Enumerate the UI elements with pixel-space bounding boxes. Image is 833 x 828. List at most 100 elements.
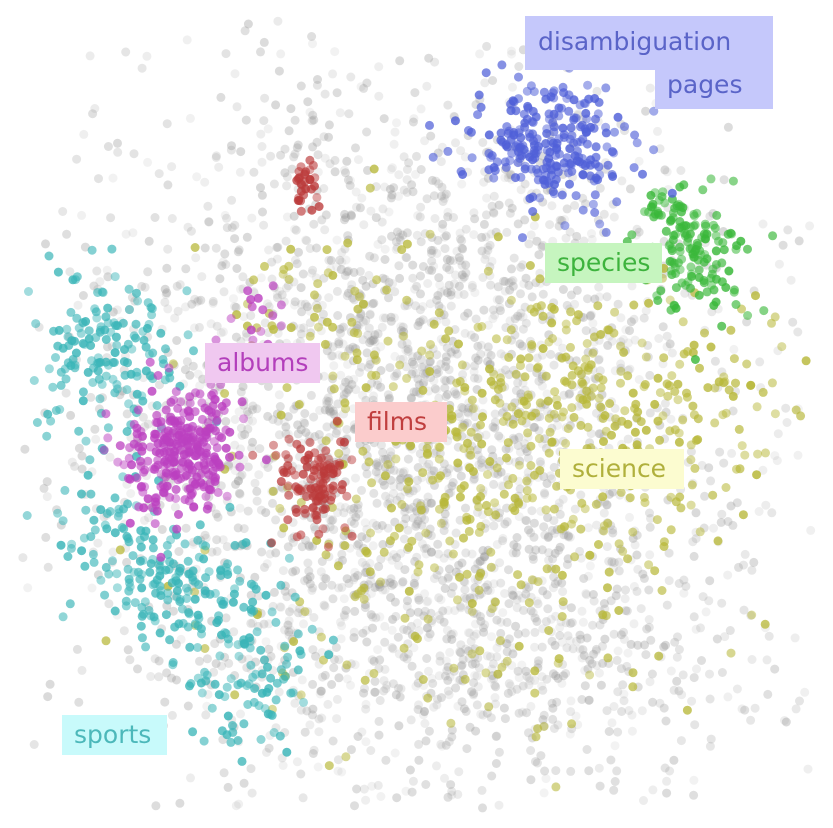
point-other — [616, 366, 626, 376]
point-other — [469, 474, 479, 484]
point-other — [441, 189, 451, 199]
point-other — [619, 634, 629, 644]
point-science — [547, 437, 557, 447]
point-other — [361, 704, 371, 714]
point-science — [359, 299, 368, 309]
point-other — [310, 432, 320, 441]
point-albums — [139, 467, 149, 477]
point-sports — [89, 363, 98, 373]
point-other — [157, 525, 167, 534]
point-sports — [249, 697, 259, 707]
point-other — [343, 231, 353, 241]
point-science — [395, 360, 405, 370]
point-albums — [199, 452, 208, 462]
point-other — [472, 671, 482, 681]
point-other — [374, 562, 384, 572]
point-other — [411, 368, 421, 378]
point-other — [414, 755, 424, 765]
point-science — [650, 399, 660, 409]
point-other — [230, 671, 240, 680]
point-films — [300, 508, 310, 518]
point-other — [312, 80, 322, 90]
point-sports — [122, 427, 132, 436]
point-sports — [233, 736, 243, 745]
point-other — [330, 47, 340, 57]
point-other — [396, 549, 406, 558]
point-other — [431, 176, 441, 186]
point-other — [268, 415, 278, 425]
point-other — [452, 349, 462, 359]
point-albums — [183, 427, 193, 437]
point-sports — [83, 470, 93, 480]
point-other — [457, 236, 467, 246]
point-other — [408, 367, 418, 377]
point-other — [334, 339, 344, 349]
point-sports — [103, 423, 113, 433]
point-other — [449, 213, 458, 222]
point-other — [525, 676, 535, 686]
point-albums — [247, 302, 257, 312]
point-science — [527, 340, 537, 350]
point-other — [237, 431, 247, 440]
point-sports — [262, 687, 272, 697]
point-sports — [155, 628, 165, 638]
point-other — [800, 687, 810, 697]
point-other — [339, 409, 349, 419]
point-science — [616, 378, 625, 388]
point-albums — [206, 407, 216, 417]
point-other — [163, 180, 173, 190]
point-other — [248, 618, 258, 628]
point-other — [543, 604, 553, 614]
point-other — [424, 726, 434, 736]
point-other — [399, 185, 409, 195]
point-other — [320, 601, 330, 611]
point-other — [350, 573, 360, 582]
point-other — [763, 689, 773, 699]
point-other — [594, 763, 604, 773]
point-other — [325, 404, 335, 414]
point-other — [551, 671, 561, 681]
point-other — [390, 287, 400, 297]
point-science — [323, 268, 333, 278]
point-other — [420, 589, 430, 599]
point-other — [129, 149, 139, 159]
point-albums — [212, 415, 222, 425]
point-other — [387, 231, 396, 241]
point-other — [499, 703, 509, 713]
point-other — [441, 392, 451, 401]
point-other — [566, 618, 575, 628]
point-other — [414, 700, 423, 710]
point-science — [530, 666, 540, 676]
point-other — [530, 422, 540, 432]
point-other — [246, 764, 256, 774]
point-science — [366, 528, 375, 538]
point-other — [577, 695, 587, 704]
point-science — [585, 670, 595, 680]
point-other — [492, 540, 502, 549]
point-albums — [234, 450, 244, 460]
point-other — [536, 751, 546, 761]
point-other — [200, 177, 210, 187]
point-science — [644, 298, 654, 308]
point-science — [522, 486, 532, 496]
point-other — [229, 627, 239, 637]
point-other — [273, 242, 283, 252]
point-other — [362, 127, 372, 137]
point-other — [645, 408, 655, 418]
point-species — [653, 206, 662, 216]
point-other — [314, 430, 324, 439]
point-other — [281, 236, 291, 246]
point-science — [490, 498, 500, 508]
point-sports — [138, 396, 148, 406]
point-sports — [234, 651, 244, 661]
point-science — [729, 354, 739, 364]
point-species — [711, 297, 721, 307]
point-other — [88, 109, 98, 119]
point-other — [236, 423, 246, 433]
point-other — [323, 699, 333, 709]
point-sports — [76, 328, 86, 338]
point-other — [411, 169, 420, 179]
point-other — [487, 201, 497, 211]
point-other — [167, 710, 177, 720]
point-other — [434, 179, 444, 189]
